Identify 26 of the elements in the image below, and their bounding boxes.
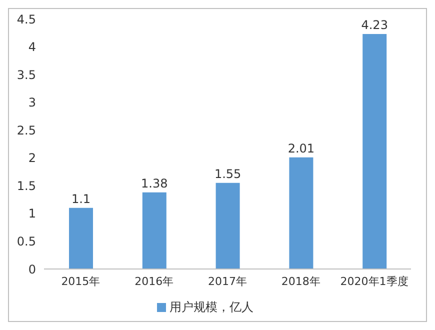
- x-tick-label: 2016年: [134, 274, 174, 288]
- x-tick-label: 2020年1季度: [340, 274, 408, 288]
- y-tick-label: 0.5: [16, 234, 36, 248]
- bar: [69, 208, 93, 269]
- bar: [289, 157, 314, 269]
- data-label: 2.01: [288, 141, 315, 156]
- x-tick-label: 2018年: [281, 274, 320, 288]
- y-tick-label: 4.5: [16, 12, 36, 26]
- y-tick-label: 3.5: [16, 68, 36, 82]
- y-tick-label: 1.5: [16, 178, 36, 193]
- data-label: 4.23: [361, 18, 388, 32]
- data-label: 1.1: [71, 192, 91, 206]
- y-tick-label: 0: [28, 262, 36, 276]
- x-tick-label: 2015年: [61, 274, 100, 288]
- legend-label: 用户规模，亿人: [170, 300, 254, 314]
- bar: [142, 192, 166, 269]
- x-tick-label: 2017年: [208, 274, 247, 288]
- y-tick-label: 2.5: [16, 123, 36, 138]
- bar: [216, 182, 240, 269]
- y-tick-label: 4: [28, 40, 36, 54]
- y-tick-label: 1: [28, 206, 36, 221]
- y-tick-label: 3: [28, 96, 36, 110]
- data-label: 1.38: [141, 176, 168, 190]
- bar: [362, 34, 387, 269]
- data-label: 1.55: [214, 166, 242, 181]
- y-tick-label: 2: [28, 151, 36, 166]
